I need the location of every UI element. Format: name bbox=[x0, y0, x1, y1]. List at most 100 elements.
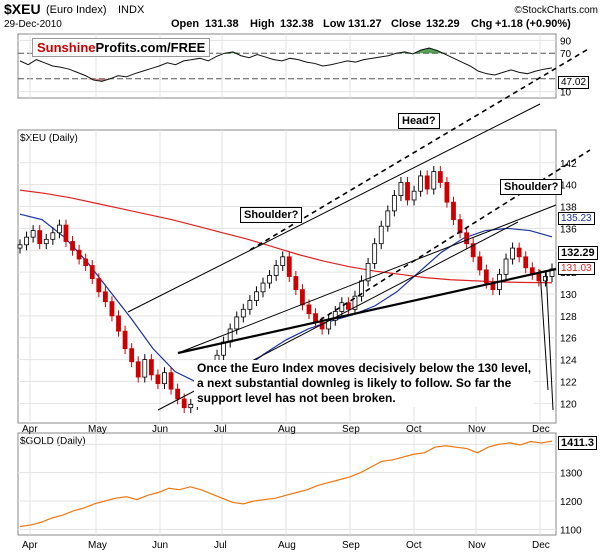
gold-panel-title: $GOLD (Daily) bbox=[20, 436, 86, 447]
brand-logo[interactable]: SunshineProfits.com/FREE bbox=[32, 38, 211, 57]
ma-long-badge: 131.03 bbox=[558, 262, 595, 275]
gold-last-badge: 1411.3 bbox=[558, 436, 598, 450]
candle-body bbox=[385, 210, 391, 227]
price-tick-label: 140 bbox=[560, 181, 577, 192]
price-tick-label: 138 bbox=[560, 203, 577, 214]
candle-body bbox=[523, 256, 529, 269]
moving-average-long-line bbox=[19, 189, 553, 284]
rsi-current-badge: 47.02 bbox=[558, 76, 590, 89]
rsi-series-line bbox=[19, 47, 553, 82]
candle-body bbox=[89, 265, 95, 280]
candle-body bbox=[306, 304, 312, 315]
candle-body bbox=[339, 302, 345, 312]
candle-body bbox=[37, 230, 43, 245]
candle-body bbox=[477, 256, 483, 271]
candle-body bbox=[155, 374, 161, 385]
candle-body bbox=[286, 256, 292, 277]
price-month-label: Oct bbox=[406, 424, 422, 435]
gold-month-label: Apr bbox=[22, 540, 38, 551]
price-tick-label: 120 bbox=[560, 399, 577, 410]
candle-body bbox=[372, 243, 378, 264]
channel-lower-dashed bbox=[319, 149, 591, 321]
price-panel: $XEU (Daily) 120122124126128130132134136… bbox=[17, 47, 591, 424]
gold-month-label: Oct bbox=[406, 540, 422, 551]
candle-body bbox=[116, 315, 121, 332]
candle-body bbox=[63, 224, 69, 242]
candle-body bbox=[247, 300, 253, 310]
candle-body bbox=[424, 175, 430, 190]
shoulder-right-annotation: Shoulder? bbox=[500, 179, 563, 195]
analysis-note: Once the Euro Index moves decisively bel… bbox=[194, 360, 535, 407]
exchange-label: INDX bbox=[118, 4, 145, 16]
candle-body bbox=[398, 182, 404, 196]
index-name: (Euro Index) bbox=[46, 4, 107, 16]
rsi-overbought-fill bbox=[20, 48, 552, 54]
candle-body bbox=[293, 276, 299, 291]
candle-body bbox=[418, 175, 424, 192]
candle-body bbox=[411, 190, 417, 201]
price-month-label: May bbox=[88, 424, 107, 435]
channel-upper-dashed bbox=[249, 47, 591, 251]
price-month-label: Dec bbox=[532, 424, 550, 435]
candle-body bbox=[168, 372, 174, 390]
candle-body bbox=[24, 236, 29, 246]
note-line-3: support level has not been broken. bbox=[197, 391, 396, 405]
high-value: 132.38 bbox=[280, 18, 314, 30]
candle-body bbox=[129, 348, 135, 363]
candle-body bbox=[102, 291, 108, 303]
open-value: 131.38 bbox=[205, 18, 239, 30]
head-annotation: Head? bbox=[398, 113, 440, 129]
price-tick-label: 126 bbox=[560, 334, 577, 345]
candle-body bbox=[234, 316, 240, 330]
gold-month-label: Jul bbox=[214, 540, 227, 551]
channel-upper-solid bbox=[127, 103, 541, 313]
candle-body bbox=[267, 275, 272, 284]
neckline-upper bbox=[177, 204, 557, 354]
candle-body bbox=[188, 404, 194, 409]
candle-body bbox=[405, 182, 410, 201]
rsi-tick-label: 10 bbox=[560, 88, 572, 99]
price-month-label: Aug bbox=[278, 424, 296, 435]
candle-body bbox=[70, 241, 75, 251]
high-label: High bbox=[250, 18, 275, 30]
price-month-label: Apr bbox=[22, 424, 38, 435]
candle-body bbox=[444, 182, 450, 203]
candle-body bbox=[352, 295, 358, 310]
candle-body bbox=[109, 301, 115, 317]
close-label: Close bbox=[391, 18, 421, 30]
note-line-2: a next substantial downleg is likely to … bbox=[197, 376, 512, 390]
candle-body bbox=[457, 219, 463, 234]
candle-body bbox=[57, 224, 62, 234]
price-month-label: Jul bbox=[214, 424, 227, 435]
candle-body bbox=[50, 232, 56, 240]
gold-month-label: Jun bbox=[152, 540, 168, 551]
gold-panel: $GOLD (Daily) 1100120013001400 bbox=[17, 432, 583, 536]
candle-body bbox=[510, 247, 515, 260]
candle-body bbox=[464, 232, 470, 245]
watermark: ©StockCharts.com bbox=[514, 5, 598, 16]
recent-downtrend-line-2 bbox=[545, 269, 554, 411]
candle-body bbox=[345, 302, 351, 310]
chg-value: +1.18 (+0.90%) bbox=[495, 18, 571, 30]
candle-body bbox=[240, 308, 246, 318]
candle-body bbox=[378, 225, 384, 245]
candle-body bbox=[181, 398, 187, 409]
candle-body bbox=[142, 359, 148, 378]
candle-body bbox=[516, 247, 522, 258]
brand-part1: Sunshine bbox=[37, 40, 96, 55]
candle-body bbox=[17, 244, 23, 249]
gold-month-label: Nov bbox=[468, 540, 486, 551]
recent-downtrend-line bbox=[539, 269, 549, 391]
price-tick-label: 124 bbox=[560, 356, 577, 367]
close-value: 132.29 bbox=[426, 18, 460, 30]
candle-body bbox=[76, 249, 82, 260]
gold-tick-label: 1200 bbox=[560, 497, 583, 508]
candle-body bbox=[483, 269, 489, 284]
price-tick-label: 122 bbox=[560, 377, 577, 388]
price-month-label: Jun bbox=[152, 424, 168, 435]
symbol-label: $XEU bbox=[4, 1, 41, 17]
chg-label: Chg bbox=[471, 18, 492, 30]
candle-body bbox=[300, 289, 305, 306]
price-tick-label: 130 bbox=[560, 290, 577, 301]
gold-month-label: Dec bbox=[532, 540, 550, 551]
